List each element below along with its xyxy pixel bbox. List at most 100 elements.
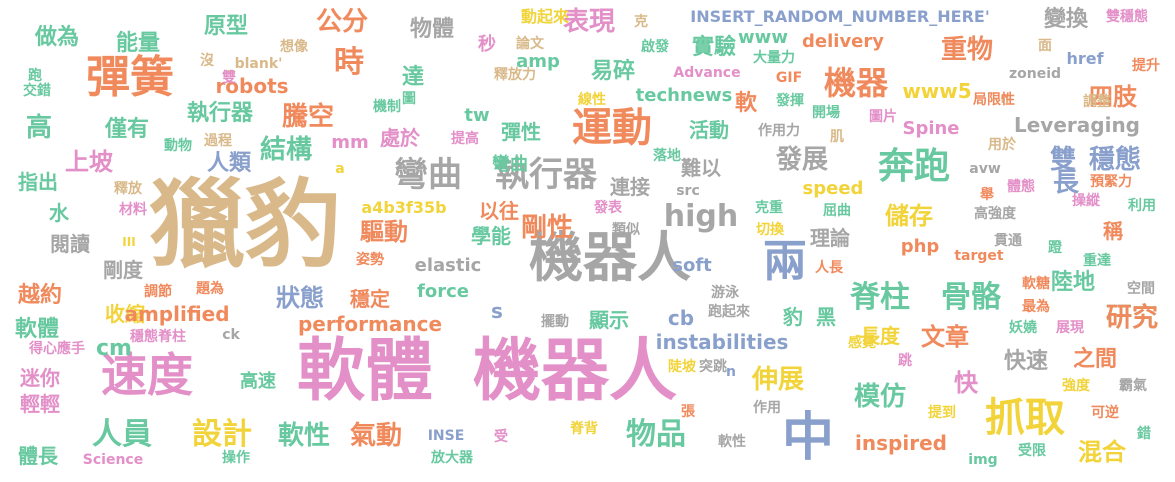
cloud-word: GIF (775, 70, 803, 86)
cloud-word: 難以 (681, 156, 721, 180)
cloud-word: 長 (1052, 168, 1080, 198)
cloud-word: 類似 (612, 222, 640, 238)
cloud-word: 高強度 (974, 206, 1016, 222)
cloud-word: 人長 (815, 260, 843, 276)
cloud-word: Advance (673, 65, 741, 81)
cloud-word: 過程 (204, 133, 232, 149)
cloud-word: 騰空 (281, 102, 335, 132)
cloud-word: performance (297, 312, 443, 336)
cloud-word: 混合 (1078, 438, 1126, 466)
cloud-word: 體長 (18, 444, 58, 468)
cloud-word: 空間 (1127, 281, 1155, 297)
cloud-word: a4b3f35b (361, 198, 447, 217)
cloud-word: 研究 (1105, 303, 1159, 333)
cloud-word: technews (635, 85, 733, 106)
cloud-word: 舉 (980, 187, 994, 203)
cloud-word: 調節 (144, 284, 172, 300)
cloud-word: 收縮 (105, 302, 145, 326)
cloud-word: 以往 (479, 199, 519, 223)
cloud-word: 陸地 (1050, 270, 1096, 295)
cloud-word: 克重 (755, 200, 783, 216)
cloud-word: high (663, 199, 739, 234)
cloud-word: 彎曲 (394, 155, 462, 195)
cloud-word: 操縱 (1072, 193, 1100, 209)
cloud-word: 妖嬈 (1009, 320, 1037, 336)
cloud-word: 提升 (1132, 58, 1160, 74)
cloud-word: 速度 (101, 348, 193, 402)
cloud-word: 水 (49, 201, 69, 225)
cloud-word: 落地 (653, 148, 681, 164)
cloud-word: 高 (25, 113, 53, 143)
cloud-word: 跑起來 (708, 304, 750, 320)
cloud-word: 可逆 (1091, 405, 1119, 421)
cloud-word: 人類 (206, 151, 252, 176)
cloud-word: 軟糖 (1022, 276, 1050, 292)
cloud-word: INSERT_RANDOM_NUMBER_HERE' (690, 7, 990, 26)
cloud-word: 上坡 (65, 148, 113, 176)
cloud-word: 開場 (812, 105, 840, 121)
cloud-word: 陡坡 (668, 359, 696, 375)
cloud-word: II (1000, 92, 1010, 106)
cloud-word: 穩態脊柱 (130, 329, 186, 345)
cloud-word: 圖 (402, 91, 416, 107)
cloud-word: 操作 (222, 450, 250, 466)
cloud-word: 機器人 (472, 332, 678, 411)
cloud-word: 重物 (940, 35, 994, 65)
cloud-word: 處於 (380, 126, 420, 150)
cloud-word: 錯 (1137, 426, 1151, 442)
cloud-word: 氣動 (349, 421, 403, 451)
cloud-word: 公分 (315, 7, 369, 37)
cloud-word: 展現 (1056, 320, 1084, 336)
cloud-word: 研究 (1105, 303, 1159, 333)
cloud-word: 表現 (562, 7, 616, 37)
cloud-word: 奔跑 (877, 146, 951, 187)
cloud-word: 黑 (816, 305, 836, 329)
cloud-word: 快速 (1003, 349, 1049, 374)
cloud-word: 抓取 (985, 395, 1065, 441)
cloud-word: instabilities (655, 330, 789, 354)
cloud-word: 受限 (1018, 443, 1046, 459)
cloud-word: mm (331, 132, 369, 153)
cloud-word: 人員 (92, 417, 152, 452)
cloud-word: 軟性 (277, 421, 331, 451)
cloud-word: target (954, 248, 1004, 264)
cloud-word: 文章 (921, 323, 969, 351)
cloud-word: 利用 (1128, 198, 1156, 214)
cloud-word: 啟發 (641, 39, 669, 55)
cloud-word: 模仿 (853, 382, 907, 412)
cloud-word: 大量力 (753, 50, 795, 66)
cloud-word: 物體 (409, 17, 455, 42)
cloud-word: 獵豹 (149, 169, 341, 281)
cloud-word: 沒 (200, 53, 214, 69)
cloud-word: 達 (401, 65, 425, 90)
cloud-word: 輕輕 (20, 392, 60, 416)
cloud-word: href (1066, 49, 1104, 68)
cloud-word: 張 (681, 404, 695, 420)
cloud-word: robots (215, 74, 289, 98)
cloud-word: php (900, 236, 940, 257)
cloud-word: 活動 (689, 118, 729, 142)
cloud-word: 指出 (18, 170, 58, 194)
cloud-word: Science (82, 452, 144, 468)
cloud-word: 交錯 (23, 83, 51, 99)
cloud-word: 作用力 (758, 123, 800, 139)
cloud-word: 最為 (1022, 299, 1050, 315)
cloud-word: 體態 (1007, 179, 1035, 195)
cloud-word: 機制 (373, 99, 401, 115)
cloud-word: 變換 (1043, 7, 1089, 32)
cloud-word: 時 (334, 45, 364, 80)
cloud-word: 游泳 (711, 285, 739, 301)
cloud-word: zoneid (1008, 66, 1062, 82)
cloud-word: 中 (781, 408, 835, 468)
cloud-word: 剛度 (103, 258, 143, 282)
cloud-word: 物品 (626, 417, 686, 452)
cloud-word: 稱 (1103, 219, 1123, 243)
cloud-word: a (335, 161, 345, 177)
cloud-word: 學能 (471, 224, 511, 248)
cloud-word: 面 (1038, 38, 1052, 54)
cloud-word: soft (672, 255, 712, 276)
cloud-word: www (738, 27, 788, 48)
cloud-word: 設計 (192, 417, 252, 452)
cloud-word: 脊背 (570, 421, 598, 437)
